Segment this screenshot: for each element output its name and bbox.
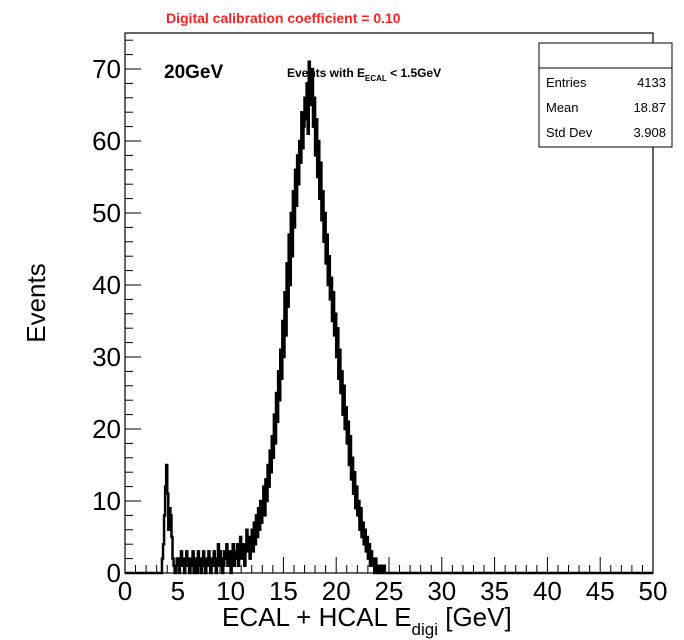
y-tick-label: 70 — [92, 54, 121, 84]
x-tick-label: 50 — [639, 576, 668, 606]
y-tick-label: 40 — [92, 270, 121, 300]
x-tick-label: 45 — [586, 576, 615, 606]
stats-mean-label: Mean — [546, 100, 579, 115]
y-tick-label: 20 — [92, 414, 121, 444]
x-tick-label: 25 — [375, 576, 404, 606]
x-axis-label-unit: [GeV] — [438, 602, 512, 632]
energy-annotation: 20GeV — [164, 62, 223, 83]
x-tick-label: 40 — [533, 576, 562, 606]
cut-annotation-sub: ECAL — [365, 74, 387, 83]
x-axis-label-main: ECAL + HCAL E — [222, 602, 412, 632]
y-tick-label: 0 — [107, 558, 121, 588]
x-tick-label: 20 — [322, 576, 351, 606]
y-axis-ticks: 0 10 20 30 40 50 60 70 — [92, 39, 141, 588]
x-axis-label: ECAL + HCAL Edigi [GeV] — [222, 602, 512, 639]
y-tick-label: 30 — [92, 342, 121, 372]
stats-std-label: Std Dev — [546, 125, 593, 140]
y-axis-label: Events — [21, 263, 51, 343]
x-tick-label: 30 — [427, 576, 456, 606]
x-tick-label: 15 — [269, 576, 298, 606]
stats-entries-label: Entries — [546, 75, 587, 90]
x-tick-label: 35 — [480, 576, 509, 606]
y-tick-label: 60 — [92, 126, 121, 156]
y-tick-label: 10 — [92, 486, 121, 516]
x-axis-ticks: 0 5 10 15 20 25 30 35 40 45 50 — [118, 557, 668, 606]
cut-annotation-prefix: Events with E — [287, 66, 365, 80]
x-axis-label-sub: digi — [412, 620, 438, 639]
chart-title: Digital calibration coefficient = 0.10 — [166, 10, 401, 26]
cut-annotation: Events with EECAL < 1.5GeV — [287, 66, 441, 83]
stats-entries-value: 4133 — [637, 75, 666, 90]
x-tick-label: 10 — [216, 576, 245, 606]
x-tick-label: 5 — [171, 576, 185, 606]
stats-std-value: 3.908 — [633, 125, 666, 140]
cut-annotation-suffix: < 1.5GeV — [387, 66, 441, 80]
stats-mean-value: 18.87 — [633, 100, 666, 115]
stats-box: Entries 4133 Mean 18.87 Std Dev 3.908 — [538, 42, 673, 148]
y-tick-label: 50 — [92, 198, 121, 228]
x-tick-label: 0 — [118, 576, 132, 606]
histogram-step-line — [125, 60, 653, 575]
